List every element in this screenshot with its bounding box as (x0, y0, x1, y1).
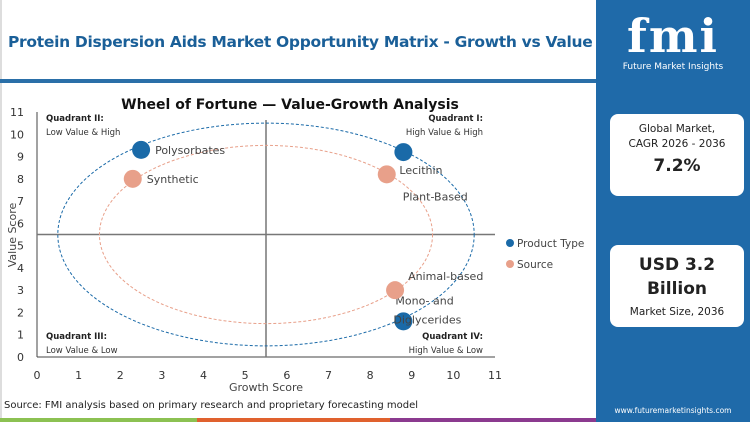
footer-strip-purple (390, 418, 596, 422)
x-tick-label: 4 (200, 369, 207, 382)
fmi-logo: fmi Future Market Insights (618, 10, 728, 80)
market-size-card: USD 3.2 Billion Market Size, 2036 (610, 245, 744, 327)
data-point (394, 312, 413, 331)
market-size-value: USD 3.2 (638, 255, 716, 275)
y-tick-label: 5 (17, 240, 24, 253)
point-label: Polysorbates (155, 144, 225, 157)
x-tick-label: 11 (488, 369, 502, 382)
point-label: Plant-Based (403, 190, 468, 203)
brand-panel: fmi Future Market Insights Global Market… (596, 0, 750, 422)
point-label: Lecithin (399, 164, 442, 177)
y-tick-label: 3 (17, 284, 24, 297)
market-size-label: Market Size, 2036 (629, 306, 725, 318)
quadrant-title: Quadrant IV: (422, 332, 483, 342)
quadrant-subtitle: Low Value & Low (46, 346, 118, 356)
left-border (0, 0, 2, 422)
x-tick-label: 0 (34, 369, 41, 382)
source-note: Source: FMI analysis based on primary re… (4, 400, 419, 411)
data-point (132, 140, 151, 159)
quadrant-subtitle: High Value & High (406, 128, 483, 138)
point-label: Synthetic (147, 173, 199, 186)
legend-marker (506, 260, 514, 268)
x-axis-label: Growth Score (229, 381, 303, 394)
cagr-period: CAGR 2026 - 2036 (628, 138, 726, 150)
x-tick-label: 10 (446, 369, 460, 382)
legend-label: Product Type (517, 238, 584, 250)
quadrant-title: Quadrant I: (428, 114, 483, 124)
page-title: Protein Dispersion Aids Market Opportuni… (8, 33, 593, 51)
y-tick-label: 1 (17, 329, 24, 342)
logo-mark: fmi (627, 9, 719, 63)
series-ellipse (57, 122, 475, 347)
y-tick-label: 11 (10, 106, 24, 119)
x-tick-label: 6 (283, 369, 290, 382)
data-point (394, 143, 413, 162)
point-label: Diglycerides (393, 313, 461, 326)
scatter-chart: Wheel of Fortune — Value-Growth Analysis… (6, 97, 584, 394)
data-point (386, 281, 405, 300)
market-size-unit: Billion (646, 279, 708, 299)
y-axis-label: Value Score (6, 203, 19, 268)
x-tick-label: 9 (408, 369, 415, 382)
data-point (377, 165, 396, 184)
website-link[interactable]: www.futuremarketinsights.com (614, 406, 732, 415)
legend-label: Source (517, 259, 553, 271)
chart-title: Wheel of Fortune — Value-Growth Analysis (121, 97, 459, 113)
y-tick-label: 10 (10, 128, 24, 141)
logo-name: Future Market Insights (622, 62, 724, 72)
series-ellipse (98, 144, 434, 325)
footer-strip-green (0, 418, 197, 422)
x-tick-label: 1 (75, 369, 82, 382)
cagr-value: 7.2% (653, 156, 701, 176)
y-tick-label: 6 (17, 217, 24, 230)
y-tick-label: 2 (17, 306, 24, 319)
x-tick-label: 2 (117, 369, 124, 382)
quadrant-subtitle: Low Value & High (46, 128, 120, 138)
point-label: Mono- and (395, 294, 453, 307)
x-tick-label: 5 (242, 369, 249, 382)
point-label: Animal-based (408, 270, 483, 283)
quadrant-title: Quadrant II: (46, 114, 104, 124)
footer-strip-orange (197, 418, 390, 422)
quadrant-title: Quadrant III: (46, 332, 107, 342)
y-tick-label: 7 (17, 195, 24, 208)
header-divider (0, 79, 598, 83)
cagr-label: Global Market, (638, 123, 716, 135)
x-tick-label: 7 (325, 369, 332, 382)
data-point (123, 169, 142, 188)
y-tick-label: 9 (17, 151, 24, 164)
cagr-card: Global Market, CAGR 2026 - 2036 7.2% (610, 114, 744, 196)
y-tick-label: 8 (17, 173, 24, 186)
x-tick-label: 8 (367, 369, 374, 382)
legend-marker (506, 239, 514, 247)
quadrant-subtitle: High Value & Low (409, 346, 483, 356)
y-tick-label: 4 (17, 262, 24, 275)
y-tick-label: 0 (17, 351, 24, 364)
x-tick-label: 3 (158, 369, 165, 382)
